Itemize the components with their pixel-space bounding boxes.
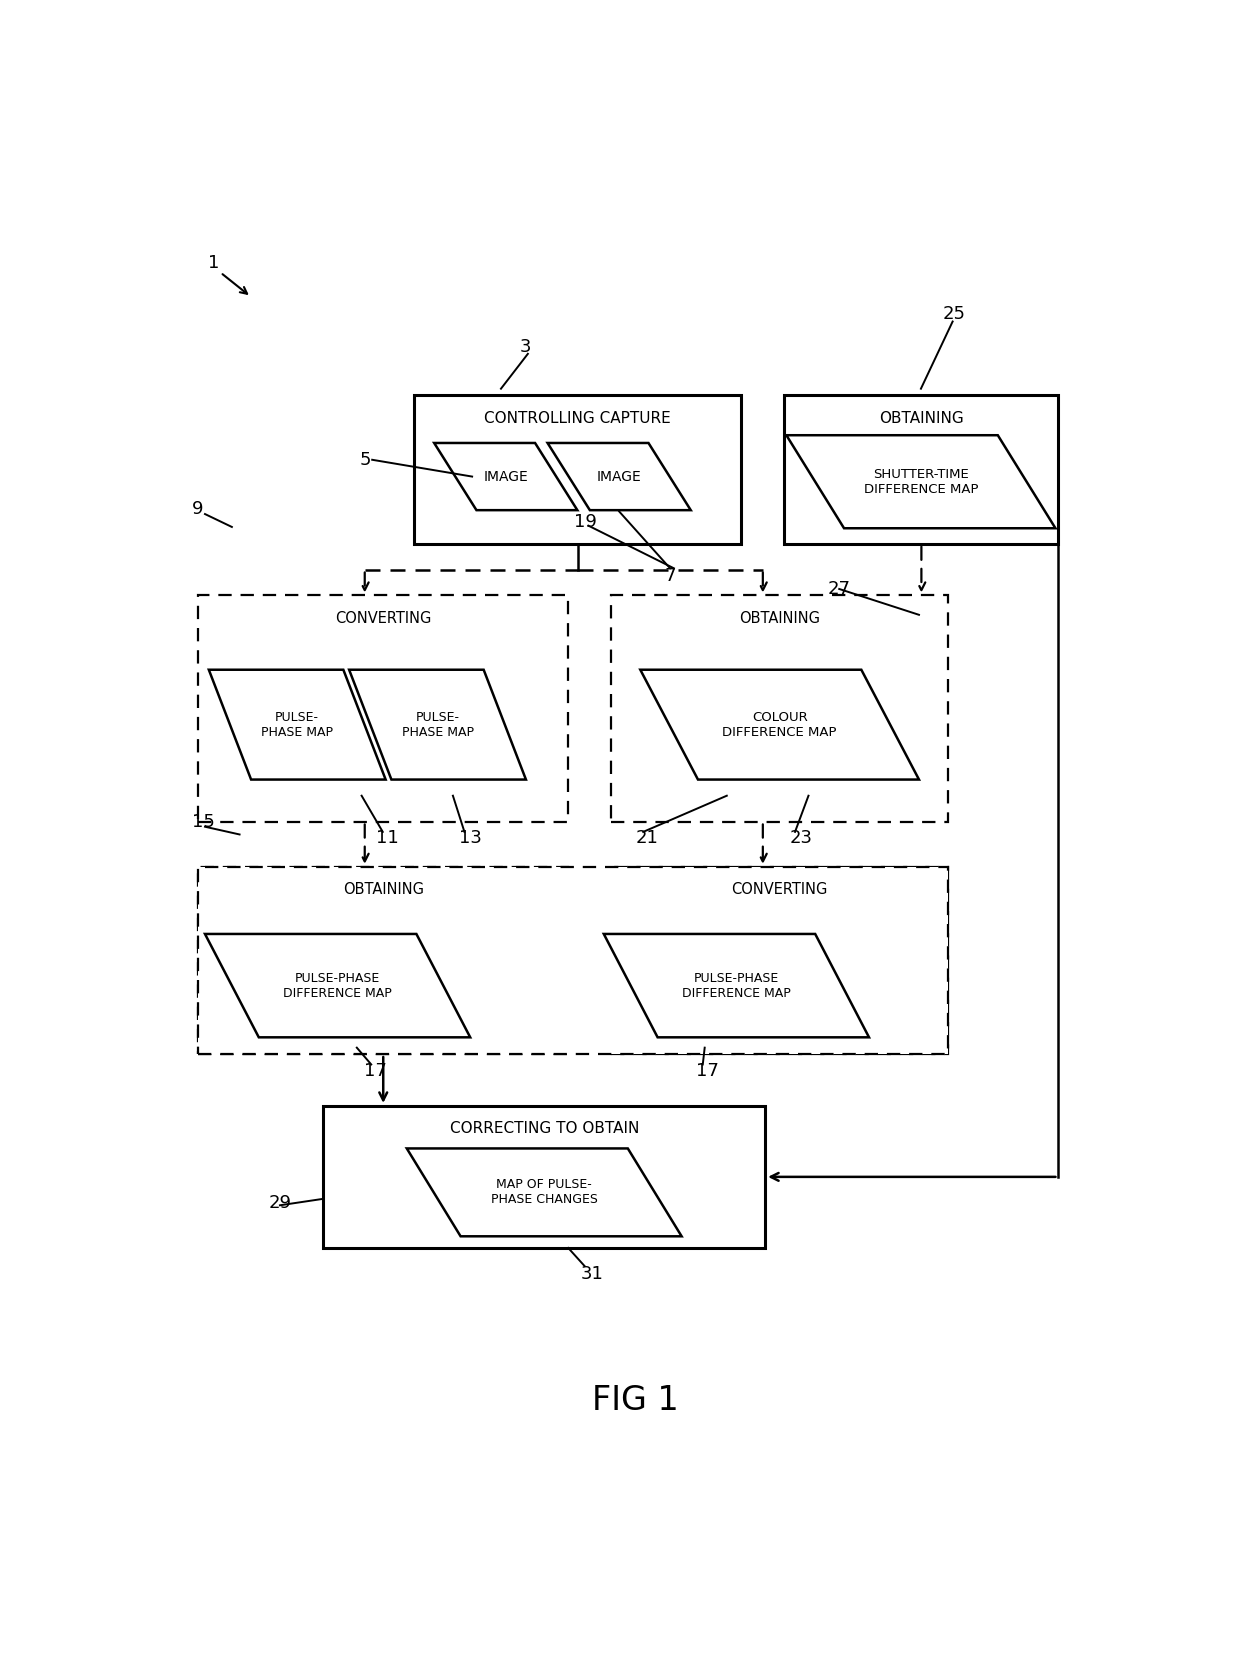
Text: CONVERTING: CONVERTING xyxy=(732,883,828,898)
Polygon shape xyxy=(548,443,691,510)
Text: 15: 15 xyxy=(191,812,215,831)
Text: MAP OF PULSE-
PHASE CHANGES: MAP OF PULSE- PHASE CHANGES xyxy=(491,1178,598,1206)
Text: PULSE-PHASE
DIFFERENCE MAP: PULSE-PHASE DIFFERENCE MAP xyxy=(283,972,392,1000)
Text: IMAGE: IMAGE xyxy=(596,470,641,483)
Polygon shape xyxy=(434,443,578,510)
Text: 7: 7 xyxy=(665,567,676,586)
Text: 19: 19 xyxy=(574,513,596,530)
Text: 13: 13 xyxy=(459,829,481,847)
Bar xyxy=(198,868,947,1054)
Bar xyxy=(414,394,742,544)
Text: 29: 29 xyxy=(268,1193,291,1212)
Polygon shape xyxy=(604,935,869,1037)
Text: 3: 3 xyxy=(521,339,532,356)
Text: 25: 25 xyxy=(942,305,966,322)
Text: OBTAINING: OBTAINING xyxy=(879,411,963,426)
Bar xyxy=(198,596,568,822)
Text: PULSE-
PHASE MAP: PULSE- PHASE MAP xyxy=(402,711,474,738)
Bar xyxy=(324,1106,765,1248)
Text: PULSE-PHASE
DIFFERENCE MAP: PULSE-PHASE DIFFERENCE MAP xyxy=(682,972,791,1000)
Text: 31: 31 xyxy=(580,1265,604,1282)
Bar xyxy=(198,868,568,1054)
Polygon shape xyxy=(407,1148,682,1237)
Text: FIG 1: FIG 1 xyxy=(593,1384,678,1416)
Text: PULSE-
PHASE MAP: PULSE- PHASE MAP xyxy=(262,711,334,738)
Text: 11: 11 xyxy=(376,829,399,847)
Text: 21: 21 xyxy=(635,829,658,847)
Text: OBTAINING: OBTAINING xyxy=(342,883,424,898)
Text: IMAGE: IMAGE xyxy=(484,470,528,483)
Text: CONTROLLING CAPTURE: CONTROLLING CAPTURE xyxy=(485,411,671,426)
Text: 1: 1 xyxy=(208,255,219,272)
Text: 23: 23 xyxy=(789,829,812,847)
Text: OBTAINING: OBTAINING xyxy=(739,611,820,626)
Text: 17: 17 xyxy=(365,1062,387,1081)
Polygon shape xyxy=(350,670,526,780)
Text: 27: 27 xyxy=(828,581,851,597)
Bar xyxy=(611,868,947,1054)
Text: 17: 17 xyxy=(696,1062,719,1081)
Polygon shape xyxy=(208,670,386,780)
Polygon shape xyxy=(205,935,470,1037)
Polygon shape xyxy=(786,435,1055,529)
Text: COLOUR
DIFFERENCE MAP: COLOUR DIFFERENCE MAP xyxy=(723,711,837,738)
Polygon shape xyxy=(640,670,919,780)
Text: CONVERTING: CONVERTING xyxy=(335,611,432,626)
Text: SHUTTER-TIME
DIFFERENCE MAP: SHUTTER-TIME DIFFERENCE MAP xyxy=(864,468,978,495)
Text: 9: 9 xyxy=(191,500,203,519)
Text: 5: 5 xyxy=(360,451,371,468)
Text: CORRECTING TO OBTAIN: CORRECTING TO OBTAIN xyxy=(450,1121,639,1136)
Bar xyxy=(785,394,1058,544)
Bar xyxy=(611,596,947,822)
